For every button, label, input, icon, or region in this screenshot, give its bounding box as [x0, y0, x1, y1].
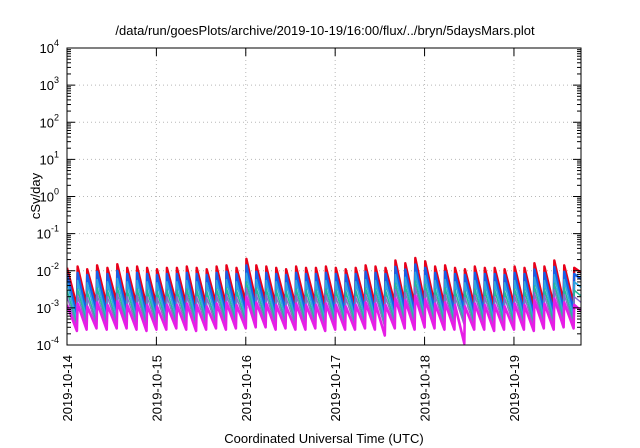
x-axis-label: Coordinated Universal Time (UTC): [224, 431, 423, 446]
y-tick-label: 10-4: [37, 335, 59, 353]
y-tick-label: 10-1: [37, 224, 59, 242]
x-tick-label: 2019-10-16: [239, 355, 254, 422]
y-tick-label: 100: [40, 187, 59, 205]
x-tick-label: 2019-10-15: [149, 355, 164, 422]
chart-title: /data/run/goesPlots/archive/2019-10-19/1…: [115, 23, 535, 38]
x-tick-label: 2019-10-17: [328, 355, 343, 422]
x-tick-label: 2019-10-19: [507, 355, 522, 422]
y-tick-labels: 10-4 10-3 10-2 10-1 100 101 102 103 104: [37, 38, 59, 353]
y-tick-label: 10-2: [37, 261, 59, 279]
axis-ticks: [66, 47, 581, 346]
y-tick-label: 103: [40, 75, 59, 93]
y-axis-label: cSv/day: [28, 172, 43, 219]
series-line-6: [67, 294, 581, 345]
y-tick-label: 102: [40, 112, 59, 130]
y-tick-label: 104: [40, 38, 59, 56]
plot-area: [67, 256, 581, 345]
y-tick-label: 101: [40, 149, 59, 167]
series-group: [67, 256, 581, 345]
y-tick-label: 10-3: [37, 298, 59, 316]
x-tick-labels: 2019-10-14 2019-10-15 2019-10-16 2019-10-17…: [60, 355, 522, 422]
x-tick-label: 2019-10-14: [60, 355, 75, 422]
x-tick-label: 2019-10-18: [418, 355, 433, 422]
